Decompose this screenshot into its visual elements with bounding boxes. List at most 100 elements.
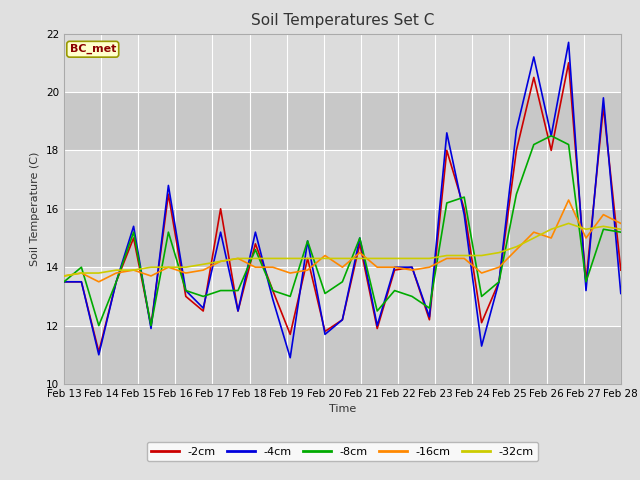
- -32cm: [600, 223, 607, 229]
- -4cm: [617, 290, 625, 296]
- -32cm: [95, 270, 102, 276]
- Line: -4cm: -4cm: [64, 42, 621, 358]
- -16cm: [495, 264, 503, 270]
- -8cm: [460, 194, 468, 200]
- -2cm: [600, 104, 607, 109]
- -8cm: [217, 288, 225, 293]
- -2cm: [252, 241, 259, 247]
- -16cm: [304, 267, 312, 273]
- -4cm: [477, 343, 485, 349]
- -2cm: [513, 147, 520, 153]
- -32cm: [130, 267, 138, 273]
- X-axis label: Time: Time: [329, 405, 356, 414]
- -16cm: [339, 264, 346, 270]
- -2cm: [426, 317, 433, 323]
- -4cm: [564, 39, 572, 45]
- -4cm: [356, 235, 364, 241]
- -8cm: [304, 238, 312, 244]
- -8cm: [513, 192, 520, 197]
- -16cm: [234, 255, 242, 261]
- Y-axis label: Soil Temperature (C): Soil Temperature (C): [30, 152, 40, 266]
- -4cm: [182, 288, 189, 293]
- -8cm: [164, 229, 172, 235]
- -16cm: [269, 264, 276, 270]
- Line: -2cm: -2cm: [64, 63, 621, 352]
- Text: BC_met: BC_met: [70, 44, 116, 54]
- -4cm: [113, 279, 120, 285]
- -8cm: [77, 264, 85, 270]
- -4cm: [164, 182, 172, 188]
- -16cm: [164, 264, 172, 270]
- -16cm: [77, 270, 85, 276]
- -8cm: [426, 305, 433, 311]
- Legend: -2cm, -4cm, -8cm, -16cm, -32cm: -2cm, -4cm, -8cm, -16cm, -32cm: [147, 442, 538, 461]
- -16cm: [391, 264, 399, 270]
- -16cm: [113, 270, 120, 276]
- -32cm: [217, 258, 225, 264]
- Bar: [64, 34, 621, 92]
- -16cm: [200, 267, 207, 273]
- -32cm: [304, 255, 312, 261]
- -8cm: [182, 288, 189, 293]
- -2cm: [286, 332, 294, 337]
- -2cm: [373, 325, 381, 331]
- -16cm: [373, 264, 381, 270]
- -2cm: [304, 255, 312, 261]
- -16cm: [547, 235, 555, 241]
- -32cm: [77, 270, 85, 276]
- -2cm: [582, 279, 590, 285]
- -2cm: [391, 267, 399, 273]
- -32cm: [408, 255, 416, 261]
- -4cm: [582, 288, 590, 293]
- -8cm: [391, 288, 399, 293]
- -4cm: [147, 325, 155, 331]
- -4cm: [495, 279, 503, 285]
- -2cm: [617, 267, 625, 273]
- -4cm: [321, 332, 329, 337]
- -16cm: [530, 229, 538, 235]
- -16cm: [564, 197, 572, 203]
- Line: -16cm: -16cm: [64, 200, 621, 282]
- -16cm: [286, 270, 294, 276]
- -8cm: [252, 247, 259, 252]
- -4cm: [60, 279, 68, 285]
- -2cm: [460, 206, 468, 212]
- -32cm: [373, 255, 381, 261]
- -4cm: [373, 323, 381, 328]
- -32cm: [234, 255, 242, 261]
- -32cm: [460, 252, 468, 258]
- -16cm: [513, 247, 520, 252]
- -4cm: [547, 133, 555, 139]
- -4cm: [426, 314, 433, 320]
- -2cm: [443, 147, 451, 153]
- -16cm: [617, 220, 625, 226]
- Bar: [64, 150, 621, 209]
- -2cm: [321, 328, 329, 334]
- -8cm: [443, 200, 451, 206]
- -16cm: [356, 250, 364, 255]
- -16cm: [582, 235, 590, 241]
- -8cm: [147, 323, 155, 328]
- -32cm: [321, 255, 329, 261]
- -8cm: [547, 133, 555, 139]
- -8cm: [113, 279, 120, 285]
- -32cm: [147, 264, 155, 270]
- -2cm: [564, 60, 572, 66]
- -32cm: [252, 255, 259, 261]
- -4cm: [600, 95, 607, 101]
- -8cm: [373, 308, 381, 314]
- -2cm: [60, 279, 68, 285]
- -2cm: [147, 323, 155, 328]
- -8cm: [339, 279, 346, 285]
- -4cm: [252, 229, 259, 235]
- -16cm: [217, 258, 225, 264]
- -4cm: [286, 355, 294, 360]
- -32cm: [426, 255, 433, 261]
- -8cm: [95, 323, 102, 328]
- -32cm: [113, 267, 120, 273]
- -32cm: [495, 250, 503, 255]
- -32cm: [582, 227, 590, 232]
- -2cm: [113, 279, 120, 285]
- -8cm: [321, 290, 329, 296]
- -32cm: [617, 227, 625, 232]
